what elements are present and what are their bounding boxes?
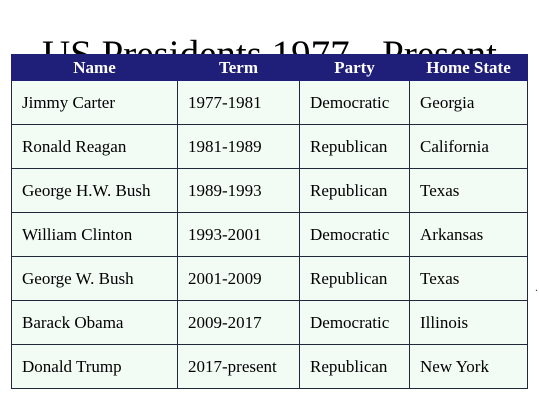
cell-term: 2009-2017 [177,300,300,345]
column-header-name: Name [11,54,178,81]
table-row: George H.W. Bush 1989-1993 Republican Te… [11,168,528,213]
cell-party: Republican [299,168,410,213]
cell-home-state: Georgia [409,80,528,125]
cell-party: Republican [299,344,410,389]
cell-name: Jimmy Carter [11,80,178,125]
cell-home-state: Arkansas [409,212,528,257]
cell-name: George H.W. Bush [11,168,178,213]
column-header-home-state: Home State [409,54,528,81]
cell-home-state: Texas [409,256,528,301]
cell-term: 2001-2009 [177,256,300,301]
cell-name: George W. Bush [11,256,178,301]
cell-home-state: California [409,124,528,169]
stray-mark: . [535,280,538,294]
table-row: Barack Obama 2009-2017 Democratic Illino… [11,300,528,345]
cell-term: 1993-2001 [177,212,300,257]
cell-party: Democratic [299,212,410,257]
cell-home-state: Texas [409,168,528,213]
cell-party: Democratic [299,300,410,345]
cell-home-state: New York [409,344,528,389]
column-header-term: Term [177,54,300,81]
table-header-row: Name Term Party Home State [11,54,528,81]
cell-party: Republican [299,124,410,169]
cell-term: 2017-present [177,344,300,389]
cell-term: 1977-1981 [177,80,300,125]
table-row: George W. Bush 2001-2009 Republican Texa… [11,256,528,301]
table-row: Jimmy Carter 1977-1981 Democratic Georgi… [11,80,528,125]
cell-name: William Clinton [11,212,178,257]
cell-party: Democratic [299,80,410,125]
cell-name: Ronald Reagan [11,124,178,169]
cell-name: Donald Trump [11,344,178,389]
table-row: Donald Trump 2017-present Republican New… [11,344,528,389]
cell-name: Barack Obama [11,300,178,345]
column-header-party: Party [299,54,410,81]
cell-term: 1981-1989 [177,124,300,169]
presidents-table: Name Term Party Home State Jimmy Carter … [11,54,528,389]
table-row: William Clinton 1993-2001 Democratic Ark… [11,212,528,257]
table-row: Ronald Reagan 1981-1989 Republican Calif… [11,124,528,169]
cell-party: Republican [299,256,410,301]
cell-term: 1989-1993 [177,168,300,213]
cell-home-state: Illinois [409,300,528,345]
